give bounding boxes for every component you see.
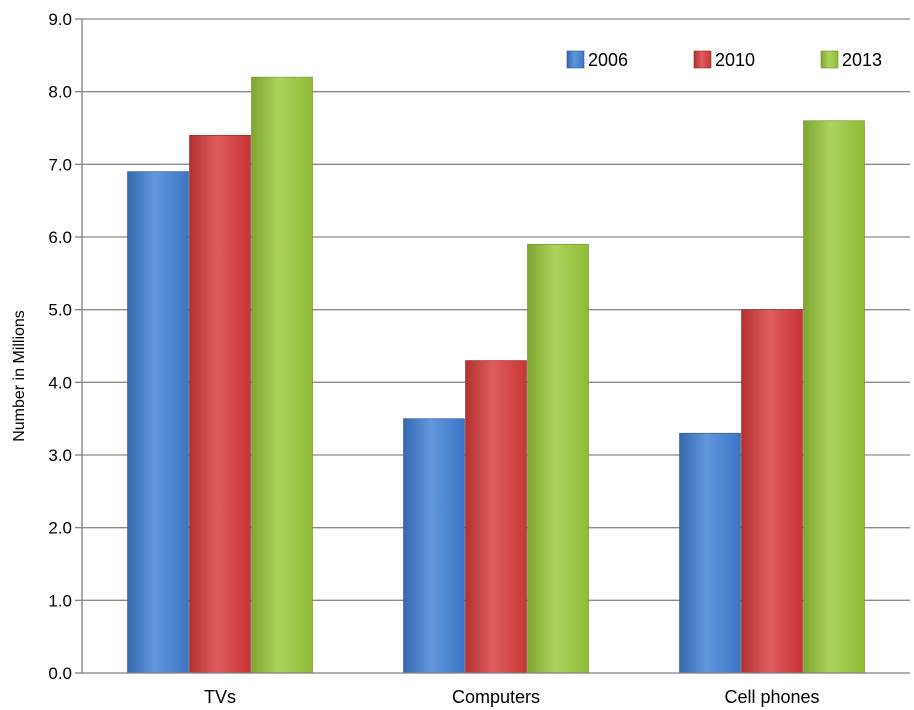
legend-swatch-2013	[820, 50, 839, 69]
y-tick-label: 1.0	[48, 591, 72, 610]
bar-cell-phones-2013	[803, 120, 865, 674]
y-axis-title: Number in Millions	[11, 310, 28, 442]
y-tick-label: 9.0	[48, 10, 72, 29]
bar-computers-2010	[465, 360, 527, 674]
y-tick-label: 7.0	[48, 155, 72, 174]
legend-label: 2013	[842, 50, 882, 70]
bar-tvs-2013	[251, 76, 313, 674]
y-tick-label: 5.0	[48, 301, 72, 320]
bar-cell-phones-2010	[741, 309, 803, 674]
x-tick-label: TVs	[204, 687, 236, 707]
legend-label: 2006	[588, 50, 628, 70]
bar-tvs-2010	[189, 134, 251, 674]
legend-label: 2010	[715, 50, 755, 70]
bar-computers-2013	[527, 243, 589, 674]
bar-computers-2006	[403, 418, 465, 674]
y-tick-label: 2.0	[48, 519, 72, 538]
y-tick-label: 8.0	[48, 83, 72, 102]
legend-swatch-2006	[566, 50, 585, 69]
bar-tvs-2006	[127, 171, 189, 674]
x-tick-label: Computers	[452, 687, 540, 707]
y-tick-label: 4.0	[48, 373, 72, 392]
legend: 2006 2010 2013	[566, 50, 882, 70]
bars	[127, 76, 865, 674]
y-tick-label: 3.0	[48, 446, 72, 465]
x-tick-label: Cell phones	[724, 687, 819, 707]
y-tick-label: 6.0	[48, 228, 72, 247]
legend-swatch-2010	[693, 50, 712, 69]
axes: 0.0 1.0 2.0 3.0 4.0 5.0 6.0 7.0 8.0 9.0 TVs Compute…	[48, 10, 910, 707]
bar-cell-phones-2006	[679, 432, 741, 674]
y-tick-label: 0.0	[48, 664, 72, 683]
